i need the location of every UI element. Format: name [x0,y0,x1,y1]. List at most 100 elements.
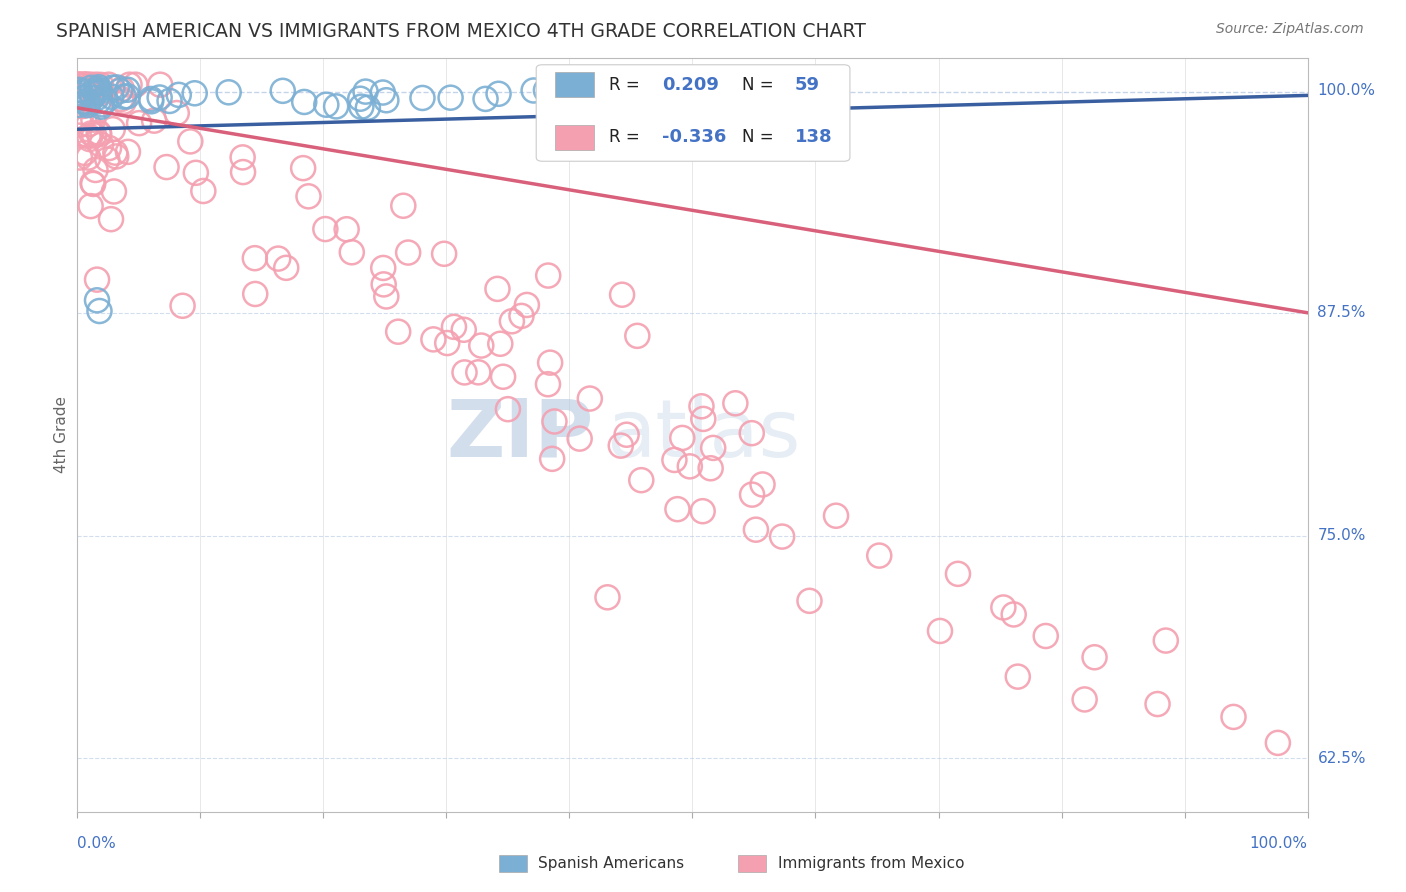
Point [336,222,359,236]
Point [97,78,120,92]
Point [271,84,294,98]
Point [80,87,103,101]
Text: 100.0%: 100.0% [1250,836,1308,851]
Point [80,80,103,95]
Point [868,549,890,563]
Point [79,132,101,146]
Point [166,106,188,120]
Point [149,78,172,92]
Text: R =: R = [609,76,640,94]
Point [87,126,110,140]
Point [73,84,96,98]
Point [297,189,319,203]
Point [541,451,564,466]
Point [486,282,509,296]
Text: 0.209: 0.209 [662,76,718,94]
Point [72,99,94,113]
Point [98,141,121,155]
Point [100,89,122,103]
Point [534,83,557,97]
Point [276,260,298,275]
Point [243,251,266,265]
Point [453,323,475,337]
Point [90,137,112,152]
Point [702,441,724,455]
Point [1007,670,1029,684]
Point [589,100,612,114]
Point [443,319,465,334]
Point [111,82,134,96]
Point [90,100,112,114]
Point [993,600,1015,615]
Point [77,117,100,131]
Text: Immigrants from Mexico: Immigrants from Mexico [778,856,965,871]
Point [184,166,207,180]
Point [579,392,602,406]
Point [1073,692,1095,706]
Point [82,176,104,190]
Point [474,92,496,106]
Point [83,128,105,143]
Point [496,402,519,417]
Point [90,97,112,112]
Point [76,95,98,110]
Point [501,314,523,328]
Point [80,79,103,94]
Point [751,477,773,491]
Point [70,90,93,104]
Point [516,298,538,312]
Point [724,396,747,410]
Point [745,523,768,537]
Point [84,85,107,99]
Point [69,151,91,165]
Point [75,95,97,109]
Point [375,289,398,303]
Point [666,502,689,516]
Point [616,427,638,442]
Point [373,277,395,292]
Point [679,459,702,474]
Point [690,399,713,413]
Point [86,293,108,308]
Point [692,504,714,518]
Point [1002,607,1025,622]
Point [70,118,93,132]
Point [90,86,112,100]
Point [411,91,433,105]
Point [340,245,363,260]
Point [112,89,135,103]
Point [79,199,101,213]
Point [245,287,267,301]
Point [70,110,93,124]
Point [453,366,475,380]
Point [664,453,686,467]
Point [159,94,181,108]
Text: Source: ZipAtlas.com: Source: ZipAtlas.com [1216,22,1364,37]
Point [373,260,395,275]
Point [104,145,127,160]
Point [543,415,565,429]
Point [101,80,124,95]
Point [630,473,652,487]
Point [1035,629,1057,643]
Point [149,90,172,104]
Point [232,150,254,164]
Point [112,95,135,109]
Point [77,151,100,165]
FancyBboxPatch shape [555,72,595,97]
Point [105,80,128,95]
Point [825,508,848,523]
Point [267,252,290,266]
Point [671,431,693,445]
Point [470,338,492,352]
Point [110,92,132,106]
Point [155,160,177,174]
Point [143,113,166,128]
Point [433,247,456,261]
Text: Spanish Americans: Spanish Americans [538,856,685,871]
Point [67,78,90,92]
Point [232,165,254,179]
Point [357,101,380,115]
Text: atlas: atlas [606,396,800,474]
Point [86,78,108,92]
